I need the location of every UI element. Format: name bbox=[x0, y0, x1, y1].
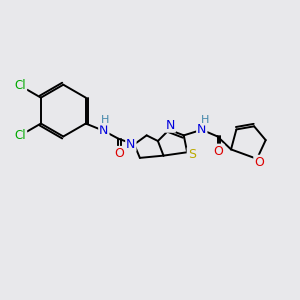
Text: O: O bbox=[115, 147, 124, 160]
Text: N: N bbox=[166, 119, 175, 132]
Text: N: N bbox=[197, 123, 206, 136]
Text: H: H bbox=[201, 115, 209, 124]
Text: S: S bbox=[188, 148, 196, 161]
Text: N: N bbox=[99, 124, 109, 137]
Text: Cl: Cl bbox=[15, 79, 26, 92]
Text: O: O bbox=[214, 145, 224, 158]
Text: N: N bbox=[126, 138, 136, 151]
Text: Cl: Cl bbox=[15, 129, 26, 142]
Text: O: O bbox=[254, 156, 264, 169]
Text: H: H bbox=[101, 115, 109, 124]
